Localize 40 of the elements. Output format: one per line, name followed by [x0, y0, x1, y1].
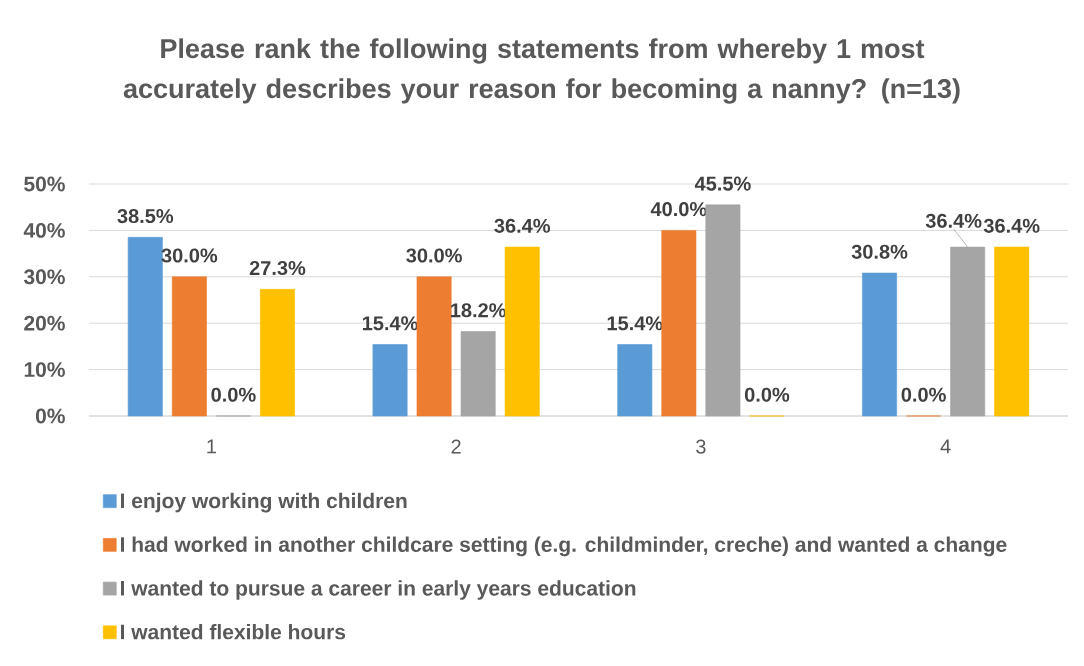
bar [661, 230, 697, 417]
y-tick-label: 10% [24, 362, 65, 378]
legend-label: I wanted to pursue a career in early years education [120, 580, 636, 600]
bar [372, 344, 408, 417]
data-label: 30.0% [406, 248, 462, 263]
bar [260, 289, 295, 417]
bar [171, 276, 207, 417]
bar [127, 237, 163, 417]
legend-label: I enjoy working with children [120, 492, 407, 513]
bar [705, 204, 741, 417]
x-tick-label: 3 [696, 439, 706, 454]
bar [504, 246, 540, 417]
data-label: 45.5% [694, 176, 751, 191]
y-tick-label: 30% [23, 269, 65, 285]
data-label: 0.0% [211, 387, 256, 402]
x-tick-label: 1 [207, 439, 216, 454]
bar [994, 246, 1030, 417]
data-label: 27.3% [249, 260, 306, 276]
data-label: 36.4% [494, 218, 551, 233]
data-label: 0.0% [744, 387, 790, 402]
data-label: 0.0% [901, 387, 946, 402]
data-label: 40.0% [650, 202, 707, 217]
data-label: 30.8% [851, 244, 908, 259]
data-label: 36.4% [983, 218, 1040, 233]
y-tick-label: 0% [35, 408, 65, 424]
bar [460, 331, 496, 417]
legend-label: I had worked in another childcare setting (e.g. childminder, creche) and wanted a change [120, 536, 1007, 557]
legend-label: I wanted flexible hours [120, 623, 346, 640]
x-tick-label: 4 [940, 439, 951, 454]
bar [416, 276, 452, 417]
y-tick-label: 20% [24, 315, 65, 331]
data-label: 15.4% [362, 316, 418, 331]
bar [862, 272, 897, 417]
y-tick-label: 40% [23, 222, 65, 238]
bar [617, 344, 653, 417]
data-label: 38.5% [117, 208, 174, 224]
data-label: 36.4% [925, 213, 982, 228]
y-tick-label: 50% [24, 176, 65, 192]
chart-title: Please rank the following statements from whereby 1 most accurately describes your reason for becoming a nanny? (n=13) [123, 38, 960, 104]
x-tick-label: 2 [451, 439, 461, 454]
